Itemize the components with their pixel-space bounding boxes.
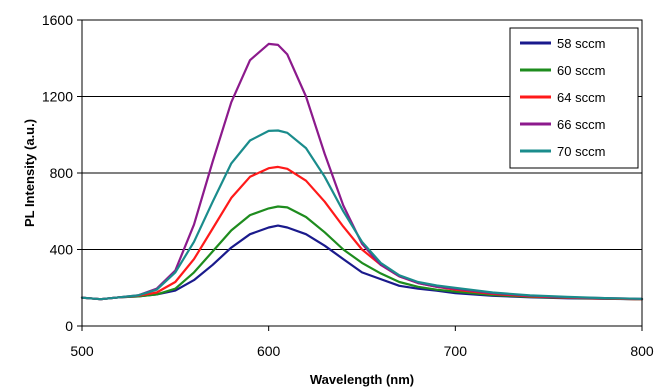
y-tick-label-0: 0 xyxy=(65,318,73,334)
legend-label-2: 64 sccm xyxy=(557,90,605,105)
y-axis-ticks: 0 400 800 1200 1600 xyxy=(42,12,82,334)
x-tick-label-2: 700 xyxy=(444,343,468,359)
x-tick-label-1: 600 xyxy=(257,343,281,359)
y-tick-label-4: 1600 xyxy=(42,12,73,28)
legend-label-0: 58 sccm xyxy=(557,36,605,51)
y-axis-title: PL Intensity (a.u.) xyxy=(22,119,37,227)
series-line-70-sccm xyxy=(80,129,644,301)
series-layer xyxy=(80,42,644,301)
legend-label-3: 66 sccm xyxy=(557,117,605,132)
y-tick-label-2: 800 xyxy=(50,165,74,181)
x-axis-title: Wavelength (nm) xyxy=(310,372,414,387)
series-line-60-sccm xyxy=(80,205,644,301)
x-axis-ticks: 500 600 700 800 xyxy=(70,326,654,359)
y-tick-label-3: 1200 xyxy=(42,89,73,105)
legend-label-4: 70 sccm xyxy=(557,144,605,159)
y-tick-label-1: 400 xyxy=(50,242,74,258)
legend: 58 sccm 60 sccm 64 sccm 66 sccm 70 sccm xyxy=(509,27,639,169)
x-tick-label-3: 800 xyxy=(630,343,654,359)
x-tick-label-0: 500 xyxy=(70,343,94,359)
legend-label-1: 60 sccm xyxy=(557,63,605,78)
